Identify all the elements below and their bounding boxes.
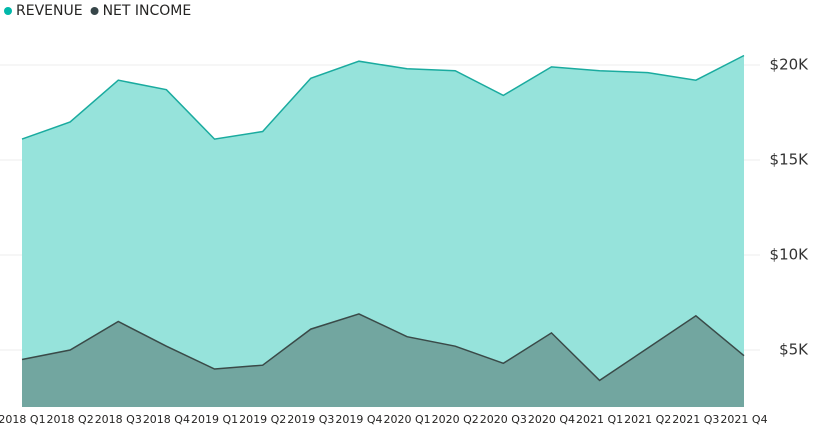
legend-marker <box>90 7 99 15</box>
x-tick-label: 2019 Q3 <box>287 413 334 426</box>
x-tick-label: 2020 Q4 <box>528 413 575 426</box>
legend-label: NET INCOME <box>103 3 192 19</box>
x-tick-label: 2018 Q4 <box>143 413 190 426</box>
x-tick-label: 2021 Q3 <box>672 413 719 426</box>
area <box>22 313 744 407</box>
y-tick-label: $20K <box>770 56 810 74</box>
x-tick-label: 2019 Q1 <box>191 413 238 426</box>
x-tick-label: 2020 Q1 <box>383 413 430 426</box>
x-tick-label: 2019 Q2 <box>239 413 286 426</box>
y-tick-label: $5K <box>779 341 809 359</box>
x-tick-label: 2021 Q4 <box>720 413 767 426</box>
x-tick-label: 2018 Q3 <box>95 413 142 426</box>
x-tick-label: 2021 Q1 <box>576 413 623 426</box>
y-tick-label: $10K <box>770 246 810 264</box>
y-tick-label: $15K <box>770 151 810 169</box>
x-tick-label: 2018 Q2 <box>47 413 94 426</box>
line <box>21 54 745 140</box>
line <box>21 313 745 382</box>
x-tick-label: 2020 Q3 <box>480 413 527 426</box>
legend-label: REVENUE <box>16 3 83 19</box>
x-tick-label: 2021 Q2 <box>624 413 671 426</box>
x-tick-label: 2018 Q1 <box>0 413 46 426</box>
x-tick-label: 2020 Q2 <box>432 413 479 426</box>
x-tick-label: 2019 Q4 <box>335 413 382 426</box>
area <box>22 55 744 407</box>
legend-marker <box>4 7 12 15</box>
